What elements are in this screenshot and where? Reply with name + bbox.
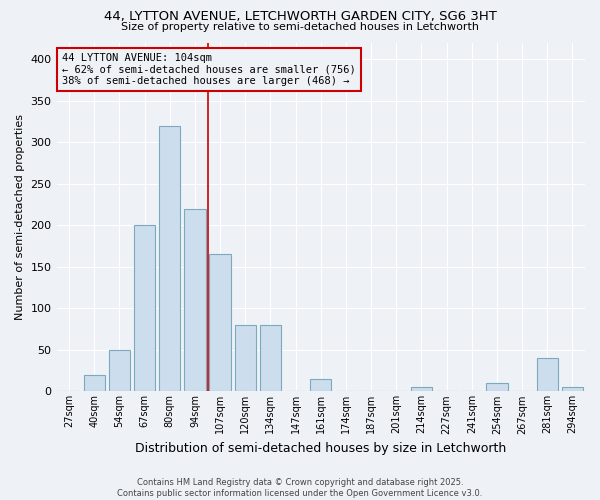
Bar bbox=[310, 379, 331, 392]
Bar bbox=[536, 358, 558, 392]
Bar bbox=[209, 254, 231, 392]
Bar bbox=[260, 325, 281, 392]
Bar bbox=[235, 325, 256, 392]
Text: 44, LYTTON AVENUE, LETCHWORTH GARDEN CITY, SG6 3HT: 44, LYTTON AVENUE, LETCHWORTH GARDEN CIT… bbox=[104, 10, 496, 23]
Text: Size of property relative to semi-detached houses in Letchworth: Size of property relative to semi-detach… bbox=[121, 22, 479, 32]
Bar bbox=[411, 387, 432, 392]
Bar bbox=[184, 208, 206, 392]
Bar bbox=[486, 383, 508, 392]
Bar bbox=[109, 350, 130, 392]
X-axis label: Distribution of semi-detached houses by size in Letchworth: Distribution of semi-detached houses by … bbox=[135, 442, 506, 455]
Text: Contains HM Land Registry data © Crown copyright and database right 2025.
Contai: Contains HM Land Registry data © Crown c… bbox=[118, 478, 482, 498]
Bar bbox=[134, 226, 155, 392]
Text: 44 LYTTON AVENUE: 104sqm
← 62% of semi-detached houses are smaller (756)
38% of : 44 LYTTON AVENUE: 104sqm ← 62% of semi-d… bbox=[62, 53, 356, 86]
Bar bbox=[159, 126, 181, 392]
Bar bbox=[562, 387, 583, 392]
Y-axis label: Number of semi-detached properties: Number of semi-detached properties bbox=[15, 114, 25, 320]
Bar bbox=[83, 375, 105, 392]
